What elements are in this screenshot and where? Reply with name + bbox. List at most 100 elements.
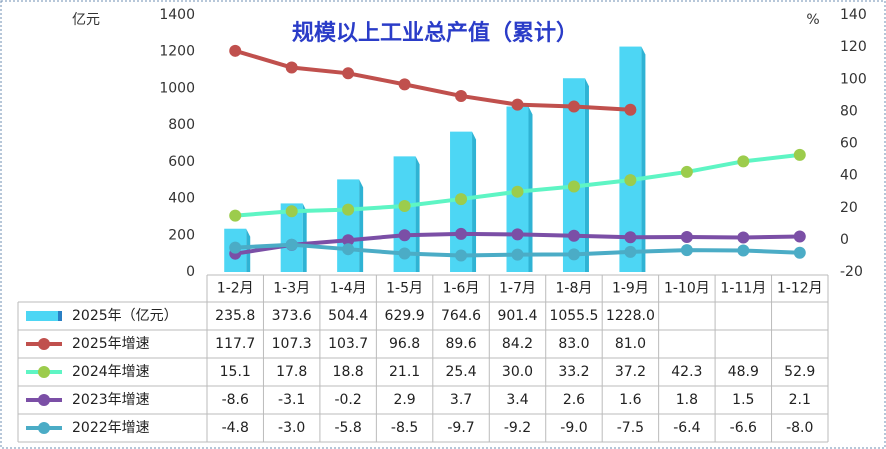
- table-value: 629.9: [385, 308, 425, 324]
- table-value: 117.7: [215, 336, 255, 352]
- y2-tick-label: 120: [840, 39, 867, 55]
- line-marker: [511, 248, 524, 261]
- table-value: -9.0: [560, 420, 587, 436]
- line-marker: [567, 100, 580, 113]
- line-marker: [455, 249, 468, 262]
- y2-tick-label: 40: [840, 168, 858, 184]
- table-value: 84.2: [502, 336, 533, 352]
- line-marker: [624, 245, 637, 258]
- y-tick-label: 0: [186, 264, 195, 280]
- table-value: 25.4: [445, 364, 476, 380]
- table-value: -0.2: [334, 392, 361, 408]
- x-tick-label: 1-8月: [556, 281, 593, 297]
- table-value: 30.0: [502, 364, 533, 380]
- legend-marker: [38, 394, 50, 406]
- table-value: -7.5: [617, 420, 644, 436]
- y-tick-label: 1200: [159, 44, 195, 60]
- line-marker: [737, 244, 750, 257]
- table-value: 17.8: [276, 364, 307, 380]
- table-value: 373.6: [272, 308, 312, 324]
- table-value: 2.1: [789, 392, 811, 408]
- line-marker: [229, 241, 242, 254]
- line-marker: [342, 203, 355, 216]
- x-tick-label: 1-4月: [330, 281, 367, 297]
- table-value: 83.0: [558, 336, 589, 352]
- table-value: 3.7: [450, 392, 472, 408]
- bar-side: [584, 78, 589, 272]
- table-value: 2.9: [393, 392, 415, 408]
- line-marker: [624, 231, 637, 244]
- legend-label: 2023年增速: [72, 392, 150, 408]
- y-tick-label: 1000: [159, 80, 195, 96]
- table-value: 3.4: [506, 392, 528, 408]
- y-tick-label: 200: [168, 227, 195, 243]
- y-tick-label: 600: [168, 154, 195, 170]
- table-value: -5.8: [334, 420, 361, 436]
- line-marker: [342, 234, 355, 247]
- line-marker: [398, 199, 411, 212]
- line-marker: [285, 238, 298, 251]
- line-marker: [567, 229, 580, 242]
- line-marker: [793, 230, 806, 243]
- table-value: 1.5: [732, 392, 754, 408]
- table-value: 103.7: [328, 336, 368, 352]
- table-value: 107.3: [272, 336, 312, 352]
- bar-side: [472, 131, 477, 272]
- table-value: 21.1: [389, 364, 420, 380]
- table-value: 504.4: [328, 308, 368, 324]
- table-value: 89.6: [445, 336, 476, 352]
- y-tick-label: 800: [168, 117, 195, 133]
- line-marker: [285, 205, 298, 218]
- line-marker: [342, 67, 355, 80]
- table-value: -9.2: [504, 420, 531, 436]
- legend-marker: [38, 338, 50, 350]
- table-value: 1.8: [676, 392, 698, 408]
- legend-swatch: [26, 311, 62, 321]
- table-value: -9.7: [447, 420, 474, 436]
- line-marker: [398, 247, 411, 260]
- line-marker: [567, 248, 580, 261]
- table-value: -8.0: [786, 420, 813, 436]
- line-marker: [342, 243, 355, 256]
- table-value: -8.5: [391, 420, 418, 436]
- table-value: -6.4: [673, 420, 700, 436]
- line-marker: [793, 246, 806, 259]
- legend-swatch-edge: [58, 311, 62, 321]
- table-value: 48.9: [728, 364, 759, 380]
- x-tick-label: 1-6月: [443, 281, 480, 297]
- y2-axis-label: %: [806, 12, 819, 28]
- x-tick-label: 1-2月: [217, 281, 254, 297]
- table-value: -4.8: [222, 420, 249, 436]
- line-marker: [567, 180, 580, 193]
- x-tick-label: 1-10月: [664, 281, 710, 297]
- line-marker: [455, 89, 468, 102]
- y2-tick-label: 60: [840, 136, 858, 152]
- legend-marker: [38, 422, 50, 434]
- x-tick-label: 1-7月: [499, 281, 536, 297]
- y-tick-label: 400: [168, 191, 195, 207]
- legend-label: 2025年增速: [72, 336, 150, 352]
- table-value: 901.4: [497, 308, 537, 324]
- table-value: 15.1: [220, 364, 251, 380]
- y2-tick-label: 140: [840, 7, 867, 23]
- table-value: -6.6: [730, 420, 757, 436]
- bar: [393, 156, 416, 272]
- line-marker: [398, 78, 411, 91]
- y2-tick-label: 80: [840, 103, 858, 119]
- table-value: 18.8: [333, 364, 364, 380]
- legend-marker: [38, 366, 50, 378]
- bar: [562, 78, 585, 272]
- legend-label: 2022年增速: [72, 420, 150, 436]
- table-value: 42.3: [671, 364, 702, 380]
- bar-side: [641, 46, 646, 273]
- line-marker: [624, 103, 637, 116]
- bar-side: [359, 179, 364, 272]
- table-value: 1228.0: [606, 308, 655, 324]
- y2-tick-label: -20: [840, 264, 863, 280]
- table-value: 1.6: [619, 392, 641, 408]
- bar-side: [415, 156, 420, 272]
- y2-tick-label: 100: [840, 71, 867, 87]
- table-value: -3.0: [278, 420, 305, 436]
- table-value: -3.1: [278, 392, 305, 408]
